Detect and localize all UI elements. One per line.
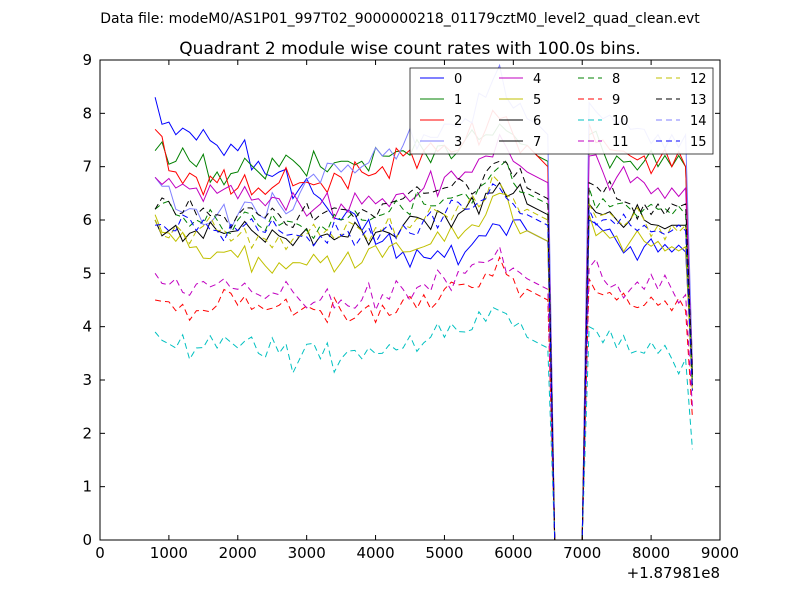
legend-label-11: 11	[612, 135, 629, 150]
x-tick-label: 0	[95, 544, 105, 562]
y-tick-label: 0	[82, 531, 92, 549]
x-tick-label: 4000	[356, 544, 394, 562]
x-tick-label: 1000	[150, 544, 188, 562]
x-tick-label: 9000	[701, 544, 739, 562]
suptitle: Data file: modeM0/AS1P01_997T02_90000002…	[100, 11, 700, 27]
y-tick-label: 8	[82, 104, 92, 122]
series-line-5	[154, 192, 693, 540]
series-line-0	[154, 97, 693, 540]
y-tick-label: 3	[82, 371, 92, 389]
chart-title: Quadrant 2 module wise count rates with …	[179, 39, 640, 59]
x-tick-label: 8000	[632, 544, 670, 562]
x-tick-label: 6000	[494, 544, 532, 562]
y-tick-label: 5	[82, 264, 92, 282]
ticks-layer: 0 1000 2000 3000 4000 5000 6000 7000 8000 9000012…	[82, 51, 739, 562]
x-tick-label: 3000	[288, 544, 326, 562]
legend-label-9: 9	[612, 93, 620, 108]
x-tick-label: 7000	[563, 544, 601, 562]
y-tick-label: 2	[82, 424, 92, 442]
y-tick-label: 1	[82, 478, 92, 496]
x-tick-label: 5000	[425, 544, 463, 562]
legend-label-6: 6	[533, 114, 541, 129]
y-tick-label: 9	[82, 51, 92, 69]
legend-label-10: 10	[612, 114, 629, 129]
legend-label-5: 5	[533, 93, 541, 108]
axes-frame	[99, 59, 721, 541]
legend-label-15: 15	[690, 135, 707, 150]
series-line-4	[154, 133, 693, 540]
legend-label-2: 2	[454, 114, 462, 129]
legend-label-0: 0	[454, 72, 462, 87]
legend-frame	[409, 67, 714, 155]
legend-label-13: 13	[690, 93, 707, 108]
series-line-10	[154, 306, 693, 540]
legend-label-12: 12	[690, 72, 707, 87]
series-line-8	[154, 159, 693, 540]
series-line-11	[154, 245, 693, 540]
legend-label-1: 1	[454, 93, 462, 108]
legend-label-7: 7	[533, 135, 541, 150]
legend-label-4: 4	[533, 72, 541, 87]
x-offset-label: +1.87981e8	[627, 564, 720, 582]
series-line-13	[154, 160, 693, 540]
series-line-9	[155, 255, 693, 540]
y-tick-label: 7	[82, 158, 92, 176]
y-tick-label: 6	[82, 211, 92, 229]
legend-label-14: 14	[690, 114, 707, 129]
y-tick-label: 4	[82, 318, 92, 336]
series-line-12	[154, 174, 693, 540]
x-tick-label: 2000	[219, 544, 257, 562]
series-line-15	[155, 183, 693, 540]
legend-label-3: 3	[454, 135, 462, 150]
legend-label-8: 8	[612, 72, 620, 87]
